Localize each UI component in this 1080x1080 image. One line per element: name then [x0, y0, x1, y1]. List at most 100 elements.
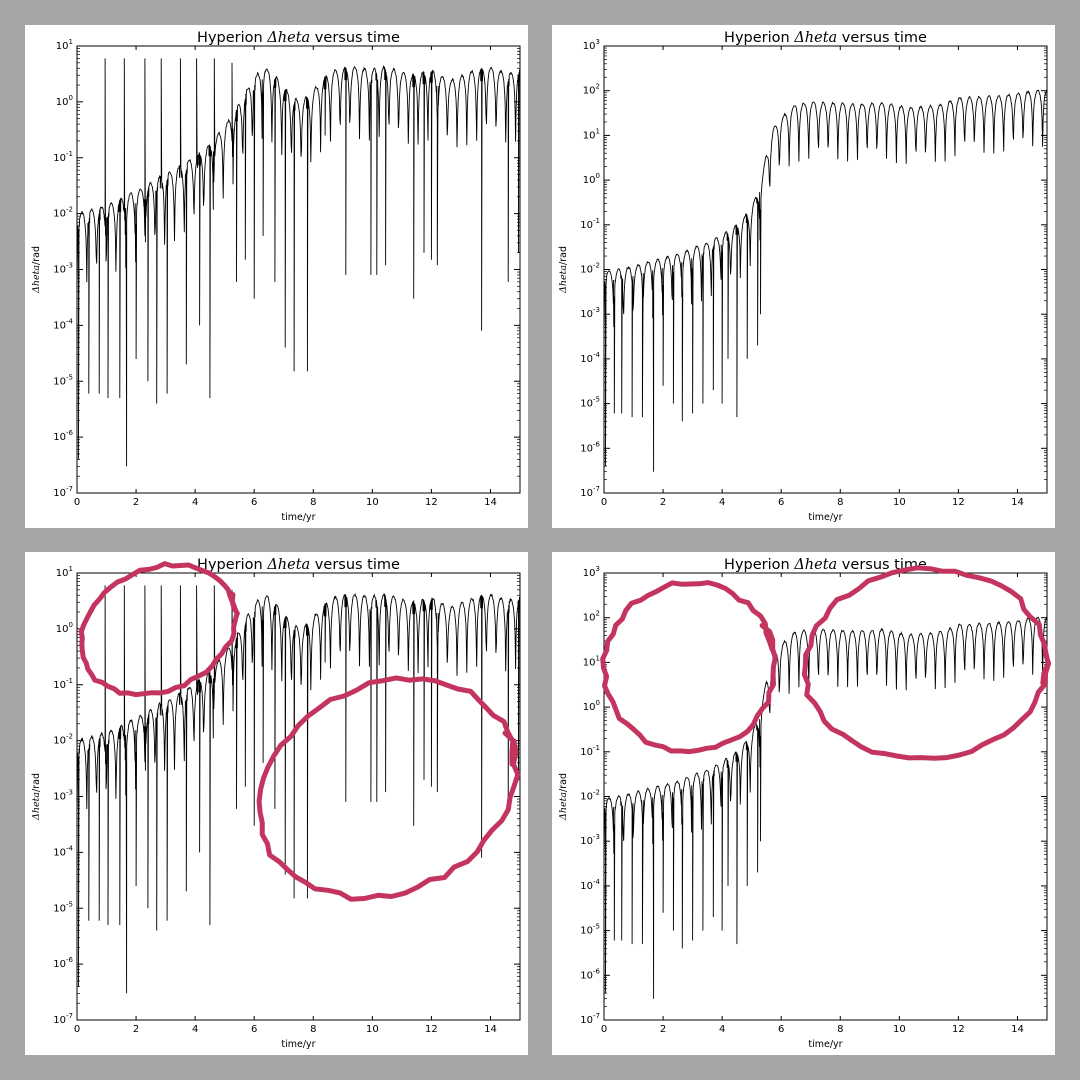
- y-axis-label: Δheta/rad: [558, 773, 569, 821]
- y-tick-label: 10-2: [53, 206, 73, 220]
- y-tick-label: 10-7: [53, 1012, 73, 1026]
- x-tick-label: 8: [837, 1024, 843, 1035]
- plot-frame: [603, 45, 1048, 494]
- x-tick-label: 14: [1011, 1024, 1024, 1035]
- x-tick-label: 8: [837, 497, 843, 508]
- chart-title-suffix: versus time: [837, 30, 927, 46]
- chart-title-math: Δheta: [793, 30, 837, 46]
- x-axis-label: time/yr: [808, 512, 842, 523]
- y-tick-label: 10-1: [580, 744, 600, 758]
- chart-title-prefix: Hyperion: [724, 30, 794, 46]
- y-axis-label: Δheta/rad: [558, 246, 569, 294]
- y-tick-label: 10-3: [53, 262, 73, 276]
- series-line: [604, 89, 1047, 472]
- x-tick-label: 4: [719, 1024, 725, 1035]
- x-tick-label: 6: [778, 497, 784, 508]
- chart-title-math: Δheta: [266, 30, 310, 46]
- y-tick-label: 10-6: [580, 967, 600, 981]
- y-tick-label: 10-1: [53, 150, 73, 164]
- y-tick-label: 10-4: [53, 844, 73, 858]
- y-tick-label: 10-5: [580, 923, 600, 937]
- x-tick-label: 4: [719, 497, 725, 508]
- x-tick-label: 2: [133, 497, 139, 508]
- x-axis-label: time/yr: [281, 1039, 315, 1050]
- x-tick-label: 4: [192, 497, 198, 508]
- y-tick-label: 103: [583, 565, 600, 579]
- x-tick-label: 10: [366, 497, 379, 508]
- y-tick-label: 10-6: [580, 440, 600, 454]
- y-tick-label: 100: [56, 621, 73, 635]
- x-tick-label: 0: [601, 1024, 607, 1035]
- annotation-ellipse: [801, 565, 1052, 761]
- y-tick-label: 10-5: [53, 373, 73, 387]
- series-line: [77, 585, 520, 994]
- x-tick-label: 2: [660, 1024, 666, 1035]
- y-tick-label: 10-3: [580, 306, 600, 320]
- chart-title: Hyperion Δheta versus time: [197, 557, 400, 573]
- x-tick-label: 8: [310, 497, 316, 508]
- x-tick-label: 12: [425, 497, 438, 508]
- chart-title-prefix: Hyperion: [197, 30, 267, 46]
- chart-svg: Hyperion Δheta versus time 0 2 4 6 8 10 12 14 10-…: [31, 30, 521, 523]
- chart-svg: Hyperion Δheta versus time 0 2 4 6 8 10 12 14 10-…: [558, 30, 1048, 523]
- chart-panel-bottom-left: Hyperion Δheta versus time 0 2 4 6 8 10 12 14 10-…: [25, 552, 528, 1055]
- y-tick-label: 10-2: [580, 262, 600, 276]
- y-tick-label: 10-4: [53, 317, 73, 331]
- y-tick-label: 10-7: [580, 1012, 600, 1026]
- y-axis-label: Δheta/rad: [31, 773, 42, 821]
- y-tick-label: 10-5: [580, 396, 600, 410]
- plot-frame: [76, 45, 521, 494]
- y-tick-label: 101: [583, 654, 600, 668]
- y-tick-label: 101: [56, 38, 73, 52]
- x-tick-label: 10: [893, 497, 906, 508]
- y-tick-label: 102: [583, 83, 600, 97]
- x-tick-label: 4: [192, 1024, 198, 1035]
- x-axis-label: time/yr: [281, 512, 315, 523]
- x-tick-label: 14: [484, 1024, 497, 1035]
- x-tick-label: 12: [952, 1024, 965, 1035]
- annotation-ellipse: [256, 675, 521, 902]
- x-tick-label: 0: [74, 497, 80, 508]
- y-tick-label: 10-4: [580, 351, 600, 365]
- y-tick-label: 101: [56, 565, 73, 579]
- plot-area: [77, 585, 520, 994]
- annotation-ellipse: [78, 561, 240, 698]
- y-tick-label: 10-5: [53, 900, 73, 914]
- x-tick-label: 10: [893, 1024, 906, 1035]
- annotation-ellipse: [600, 580, 778, 755]
- chart-title: Hyperion Δheta versus time: [724, 30, 927, 46]
- y-tick-label: 100: [583, 699, 600, 713]
- chart-panel-top-left: Hyperion Δheta versus time 0 2 4 6 8 10 12 14 10-…: [25, 25, 528, 528]
- chart-svg: Hyperion Δheta versus time 0 2 4 6 8 10 12 14 10-…: [31, 557, 521, 1050]
- y-tick-label: 100: [583, 172, 600, 186]
- y-tick-label: 10-3: [580, 833, 600, 847]
- chart-title: Hyperion Δheta versus time: [197, 30, 400, 46]
- x-tick-label: 10: [366, 1024, 379, 1035]
- y-tick-label: 100: [56, 94, 73, 108]
- y-tick-label: 10-1: [53, 677, 73, 691]
- y-tick-label: 10-4: [580, 878, 600, 892]
- plot-area: [604, 89, 1047, 472]
- x-tick-label: 6: [251, 1024, 257, 1035]
- plot-area: [77, 58, 520, 467]
- chart-panel-bottom-right: Hyperion Δheta versus time 0 2 4 6 8 10 12 14 10-…: [552, 552, 1055, 1055]
- x-axis-label: time/yr: [808, 1039, 842, 1050]
- y-tick-label: 10-6: [53, 956, 73, 970]
- x-tick-label: 6: [778, 1024, 784, 1035]
- chart-title-math: Δheta: [793, 557, 837, 573]
- plot-frame: [76, 572, 521, 1021]
- y-tick-label: 10-2: [580, 789, 600, 803]
- x-tick-label: 8: [310, 1024, 316, 1035]
- x-tick-label: 14: [484, 497, 497, 508]
- x-tick-label: 2: [660, 497, 666, 508]
- chart-title-math: Δheta: [266, 557, 310, 573]
- y-tick-label: 103: [583, 38, 600, 52]
- chart-panel-top-right: Hyperion Δheta versus time 0 2 4 6 8 10 12 14 10-…: [552, 25, 1055, 528]
- x-tick-label: 0: [74, 1024, 80, 1035]
- chart-title-suffix: versus time: [310, 557, 400, 573]
- chart-title-suffix: versus time: [310, 30, 400, 46]
- y-tick-label: 102: [583, 610, 600, 624]
- y-tick-label: 10-3: [53, 789, 73, 803]
- x-tick-label: 0: [601, 497, 607, 508]
